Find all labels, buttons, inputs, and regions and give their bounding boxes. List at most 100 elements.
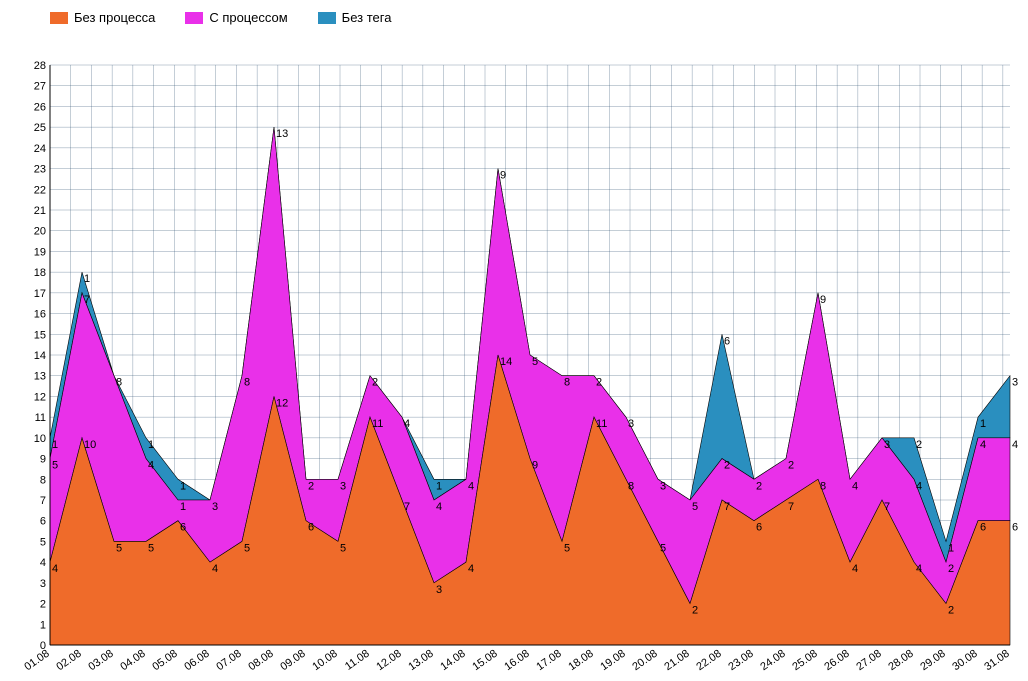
stacked-area-chart: Без процессаС процессомБез тега 01234567…: [10, 10, 1018, 656]
svg-text:11: 11: [35, 412, 46, 424]
x-axis-label: 18.08: [566, 648, 595, 674]
data-label: 3: [628, 418, 634, 430]
svg-text:6: 6: [40, 516, 46, 528]
data-label: 2: [756, 480, 762, 492]
svg-text:3: 3: [40, 578, 46, 590]
data-label: 4: [916, 480, 922, 492]
data-label: 2: [788, 460, 794, 472]
data-label: 3: [436, 584, 442, 596]
data-label: 2: [916, 439, 922, 451]
data-label: 4: [148, 460, 154, 472]
svg-text:25: 25: [34, 122, 46, 134]
data-label: 9: [500, 170, 506, 182]
data-label: 5: [532, 356, 538, 368]
x-axis-label: 20.08: [630, 648, 659, 674]
data-label: 6: [980, 522, 986, 534]
data-label: 9: [532, 460, 538, 472]
svg-text:22: 22: [34, 184, 46, 196]
svg-text:7: 7: [40, 495, 46, 507]
data-label: 6: [756, 522, 762, 534]
svg-text:18: 18: [34, 267, 46, 279]
legend-swatch: [185, 12, 203, 24]
data-label: 6: [1012, 522, 1018, 534]
data-label: 1: [84, 273, 90, 285]
x-axis-label: 21.08: [662, 648, 691, 674]
data-label: 4: [980, 439, 986, 451]
data-label: 12: [276, 397, 288, 409]
svg-text:10: 10: [34, 433, 46, 445]
x-axis-label: 26.08: [822, 648, 851, 674]
svg-text:13: 13: [34, 371, 46, 383]
data-label: 10: [84, 439, 96, 451]
data-label: 2: [724, 460, 730, 472]
data-label: 1: [436, 480, 442, 492]
legend-label: С процессом: [209, 10, 287, 25]
svg-text:8: 8: [40, 474, 46, 486]
svg-text:12: 12: [34, 391, 46, 403]
x-axis-label: 11.08: [343, 648, 372, 673]
data-label: 13: [276, 128, 288, 140]
svg-text:5: 5: [40, 536, 46, 548]
svg-text:28: 28: [34, 60, 46, 72]
svg-text:23: 23: [34, 164, 46, 176]
data-label: 3: [340, 480, 346, 492]
x-axis-label: 14.08: [438, 648, 467, 674]
data-label: 3: [1012, 377, 1018, 389]
svg-text:27: 27: [34, 81, 46, 93]
data-label: 1: [980, 418, 986, 430]
x-axis-label: 24.08: [758, 648, 787, 674]
data-label: 7: [884, 501, 890, 513]
data-label: 8: [244, 377, 250, 389]
legend-swatch: [318, 12, 336, 24]
data-label: 3: [212, 501, 218, 513]
data-label: 4: [1012, 439, 1018, 451]
x-axis-label: 27.08: [854, 648, 883, 674]
x-axis-label: 28.08: [886, 648, 915, 674]
svg-text:24: 24: [34, 143, 46, 155]
data-label: 3: [660, 480, 666, 492]
data-label: 4: [916, 563, 922, 575]
data-label: 7: [404, 501, 410, 513]
data-label: 6: [180, 522, 186, 534]
plot-area: 0123456789101112131415161718192021222324…: [10, 35, 1018, 681]
data-label: 1: [180, 501, 186, 513]
data-label: 2: [692, 605, 698, 617]
x-axis-label: 16.08: [502, 648, 531, 674]
legend-swatch: [50, 12, 68, 24]
data-label: 2: [596, 377, 602, 389]
data-label: 4: [52, 563, 58, 575]
x-axis-label: 29.08: [918, 648, 947, 674]
data-label: 7: [788, 501, 794, 513]
svg-text:19: 19: [34, 246, 46, 258]
legend-item: С процессом: [185, 10, 287, 25]
svg-text:14: 14: [34, 350, 46, 362]
data-label: 6: [308, 522, 314, 534]
x-axis-label: 25.08: [790, 648, 819, 674]
x-axis-label: 09.08: [278, 648, 307, 674]
x-axis-label: 01.08: [22, 648, 51, 674]
svg-text:2: 2: [40, 599, 46, 611]
data-label: 5: [692, 501, 698, 513]
data-label: 8: [564, 377, 570, 389]
data-label: 7: [84, 294, 90, 306]
data-label: 2: [372, 377, 378, 389]
x-axis-label: 02.08: [54, 648, 83, 674]
x-axis-label: 06.08: [182, 648, 211, 674]
data-label: 4: [852, 563, 858, 575]
x-axis-label: 10.08: [310, 648, 339, 674]
x-axis-label: 07.08: [214, 648, 243, 674]
data-label: 8: [820, 480, 826, 492]
svg-text:26: 26: [34, 101, 46, 113]
data-label: 4: [468, 480, 474, 492]
data-label: 4: [852, 480, 858, 492]
data-label: 4: [468, 563, 474, 575]
data-label: 7: [724, 501, 730, 513]
svg-text:17: 17: [34, 288, 46, 300]
x-axis-label: 04.08: [118, 648, 147, 674]
legend: Без процессаС процессомБез тега: [10, 10, 1018, 25]
legend-label: Без тега: [342, 10, 392, 25]
x-axis-label: 17.08: [534, 648, 563, 674]
data-label: 5: [244, 542, 250, 554]
data-label: 6: [724, 335, 730, 347]
x-axis-label: 15.08: [470, 648, 499, 674]
